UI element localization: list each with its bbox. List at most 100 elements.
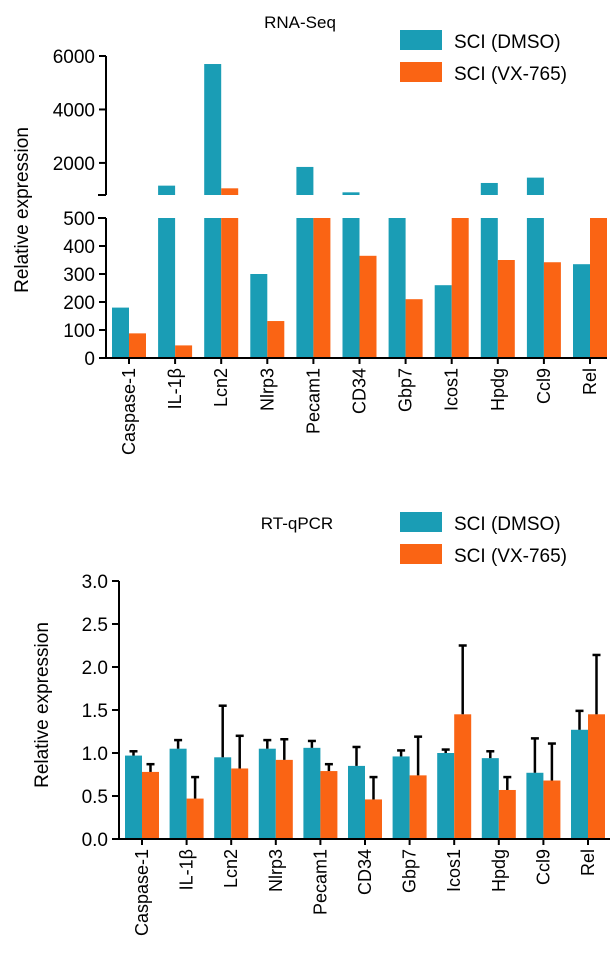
- rt-qpcr-title: RT-qPCR: [261, 514, 333, 533]
- category-label: Hpdg: [488, 368, 508, 411]
- bar-dmso-1: [158, 218, 176, 358]
- category-label: CD34: [350, 368, 370, 414]
- bar-dmso-5: [348, 765, 365, 839]
- bar-dmso-10: [571, 729, 588, 839]
- bar-dmso-8: [481, 758, 499, 839]
- bar-vx765-7: [454, 714, 472, 839]
- legend-swatch-dmso: [400, 30, 442, 50]
- y-tick-label: 2.5: [82, 615, 108, 636]
- rt-qpcr-chart: RT-qPCR SCI (DMSO) SCI (VX-765) Relative…: [32, 512, 610, 936]
- y-tick-label: 500: [63, 209, 95, 230]
- y-tick-label: 3.0: [82, 572, 108, 593]
- bar-vx765-upper-2: [221, 188, 239, 195]
- bar-vx765-2: [221, 218, 239, 358]
- category-label: Pecam1: [310, 849, 330, 915]
- category-label: Gbp7: [400, 849, 420, 893]
- category-label: Gbp7: [396, 368, 416, 412]
- bar-dmso-8: [480, 218, 498, 358]
- y-tick-label: 1.5: [82, 701, 108, 722]
- bar-vx765-4: [320, 771, 338, 839]
- category-label: Ccl9: [533, 849, 553, 885]
- y-tick-label: 0.0: [82, 830, 108, 851]
- y-tick-label: 1.0: [82, 744, 108, 765]
- y-tick-label: 2000: [53, 154, 95, 175]
- rna-seq-axes: [98, 55, 607, 364]
- category-label: Icos1: [442, 368, 462, 411]
- bar-dmso-4: [296, 218, 314, 358]
- bar-vx765-4: [313, 218, 331, 358]
- bar-dmso-upper-4: [296, 166, 314, 195]
- rt-qpcr-axes: [112, 580, 610, 845]
- category-label: Pecam1: [303, 368, 323, 434]
- bar-dmso-9: [526, 218, 544, 358]
- bar-vx765-6: [405, 299, 423, 358]
- bar-vx765-2: [231, 768, 249, 839]
- bar-dmso-upper-5: [342, 192, 360, 195]
- category-label: Ccl9: [534, 368, 554, 404]
- rna-seq-legend: SCI (DMSO) SCI (VX-765): [400, 30, 567, 85]
- rna-seq-chart: RNA-Seq SCI (DMSO) SCI (VX-765) Relative…: [12, 13, 607, 455]
- legend-label-vx765: SCI (VX-765): [454, 546, 567, 567]
- bar-dmso-3: [258, 748, 276, 839]
- category-label: Hpdg: [489, 849, 509, 892]
- y-tick-label: 6000: [53, 47, 95, 68]
- bar-dmso-4: [303, 747, 321, 839]
- category-label: IL-1β: [165, 368, 185, 409]
- bar-vx765-8: [497, 260, 515, 358]
- rna-seq-bars: [112, 64, 607, 358]
- rt-qpcr-category-labels: Caspase-1 IL-1β Lcn2 Nlrp3 Pecam1 CD34 Gbp7 Ico…: [132, 849, 598, 936]
- bar-dmso-5: [342, 218, 360, 358]
- y-tick-label: 200: [63, 293, 95, 314]
- rna-seq-tick-labels: 0 100 200 300 400 500 2000 4000 6000: [53, 47, 95, 370]
- category-label: Caspase-1: [132, 849, 152, 936]
- bar-dmso-upper-8: [480, 182, 498, 195]
- bar-vx765-0: [129, 333, 146, 358]
- category-label: Caspase-1: [119, 368, 139, 455]
- category-label: Nlrp3: [266, 849, 286, 892]
- category-label: IL-1β: [177, 849, 197, 890]
- legend-label-dmso: SCI (DMSO): [454, 514, 561, 535]
- category-label: Nlrp3: [257, 368, 277, 411]
- bar-dmso-6: [392, 756, 410, 839]
- y-tick-label: 0: [84, 349, 95, 370]
- y-tick-label: 100: [63, 321, 95, 342]
- rt-qpcr-legend: SCI (DMSO) SCI (VX-765): [400, 512, 567, 567]
- rna-seq-category-labels: Caspase-1 IL-1β Lcn2 Nlrp3 Pecam1 CD34 Gbp7 Ico…: [119, 368, 600, 455]
- bar-vx765-0: [142, 771, 159, 839]
- bar-vx765-3: [267, 321, 285, 358]
- bar-vx765-3: [275, 759, 293, 839]
- bar-vx765-10: [590, 218, 607, 358]
- legend-swatch-vx765: [400, 62, 442, 82]
- bar-dmso-10: [573, 264, 590, 358]
- y-tick-label: 0.5: [82, 787, 108, 808]
- bar-vx765-7: [451, 218, 469, 358]
- bar-dmso-0: [125, 755, 142, 839]
- bar-dmso-9: [526, 772, 544, 839]
- bar-dmso-upper-1: [158, 185, 176, 195]
- category-label: CD34: [355, 849, 375, 895]
- rt-qpcr-bars: [125, 644, 605, 839]
- bar-dmso-3: [250, 274, 268, 358]
- legend-swatch-dmso: [400, 512, 442, 532]
- bar-dmso-2: [214, 757, 232, 839]
- rt-qpcr-y-axis-title: Relative expression: [32, 622, 53, 788]
- bar-dmso-0: [112, 307, 129, 358]
- y-tick-label: 2.0: [82, 658, 108, 679]
- bar-dmso-upper-9: [526, 177, 544, 195]
- bar-vx765-5: [365, 799, 382, 839]
- category-label: Lcn2: [221, 849, 241, 888]
- bar-dmso-1: [169, 748, 187, 839]
- rna-seq-y-axis-title: Relative expression: [12, 127, 33, 293]
- bar-dmso-7: [437, 753, 455, 839]
- bar-vx765-5: [359, 255, 377, 358]
- bar-dmso-7: [434, 285, 452, 358]
- bar-dmso-6: [388, 218, 406, 358]
- category-label: Rel: [580, 368, 600, 395]
- y-tick-label: 300: [63, 265, 95, 286]
- bar-vx765-8: [498, 789, 516, 839]
- bar-vx765-9: [543, 262, 561, 358]
- bar-dmso-upper-2: [204, 64, 222, 196]
- y-tick-label: 4000: [53, 100, 95, 121]
- legend-label-vx765: SCI (VX-765): [454, 64, 567, 85]
